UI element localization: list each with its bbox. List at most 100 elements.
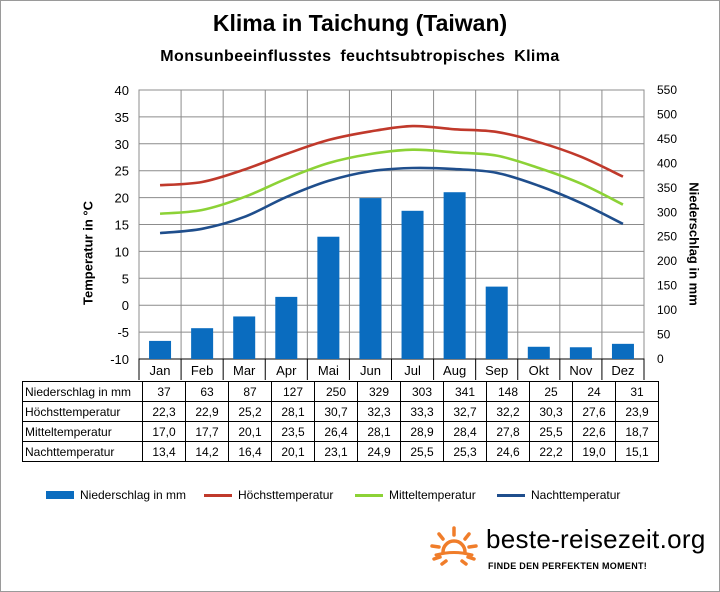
x-tick-label: Apr bbox=[276, 363, 297, 378]
y-tick-left: 25 bbox=[115, 164, 129, 179]
y-tick-left: 40 bbox=[115, 83, 129, 98]
table-cell: 25,3 bbox=[443, 441, 487, 462]
legend-swatch-night-temp bbox=[497, 493, 525, 497]
precip-bar bbox=[443, 192, 466, 359]
climate-chart: 4035302520151050-5-105505004504003503002… bbox=[110, 83, 677, 380]
table-cell: 23,1 bbox=[314, 441, 358, 462]
legend: Niederschlag in mm Höchsttemperatur Mitt… bbox=[0, 488, 720, 504]
legend-label-precipitation: Niederschlag in mm bbox=[80, 488, 187, 502]
precip-bar bbox=[485, 286, 508, 359]
table-row-header: Mitteltemperatur bbox=[22, 421, 143, 442]
table-cell: 341 bbox=[443, 381, 487, 402]
table-cell: 23,9 bbox=[615, 401, 659, 422]
x-tick-label: Mar bbox=[233, 363, 256, 378]
y-tick-left: 30 bbox=[115, 137, 129, 152]
y-tick-right: 350 bbox=[657, 181, 677, 195]
x-tick-label: Okt bbox=[529, 363, 550, 378]
y-tick-right: 200 bbox=[657, 254, 677, 268]
table-cell: 17,7 bbox=[185, 421, 229, 442]
x-tick-label: Jun bbox=[360, 363, 381, 378]
table-cell: 26,4 bbox=[314, 421, 358, 442]
legend-swatch-mean-temp bbox=[355, 493, 383, 497]
chart-subtitle: Monsunbeeinflusstes feuchtsubtropisches … bbox=[160, 48, 560, 65]
x-tick-label: Mai bbox=[318, 363, 339, 378]
x-tick-label: Jul bbox=[404, 363, 421, 378]
table-cell: 127 bbox=[271, 381, 315, 402]
table-cell: 22,3 bbox=[142, 401, 186, 422]
table-cell: 28,9 bbox=[400, 421, 444, 442]
night-temp-line bbox=[159, 166, 624, 235]
table-cell: 18,7 bbox=[615, 421, 659, 442]
table-cell: 22,9 bbox=[185, 401, 229, 422]
precip-bar bbox=[233, 316, 256, 359]
legend-swatch-max-temp bbox=[204, 493, 232, 497]
table-cell: 28,1 bbox=[357, 421, 401, 442]
legend-label-max-temp: Höchsttemperatur bbox=[238, 488, 334, 502]
y-tick-right: 300 bbox=[657, 205, 677, 219]
table-cell: 25,5 bbox=[400, 441, 444, 462]
y-tick-right: 550 bbox=[657, 83, 677, 97]
table-row-mean-temp: Mitteltemperatur 17,0 17,7 20,1 23,5 26,4 28,1… bbox=[22, 421, 659, 442]
y-tick-right: 150 bbox=[657, 279, 677, 293]
y-tick-left: 15 bbox=[115, 218, 129, 233]
legend-item-max-temp: Höchsttemperatur bbox=[204, 488, 333, 502]
x-tick-label: Aug bbox=[443, 363, 466, 378]
table-cell: 250 bbox=[314, 381, 358, 402]
y-tick-left: 0 bbox=[122, 298, 129, 313]
table-cell: 13,4 bbox=[142, 441, 186, 462]
table-cell: 28,1 bbox=[271, 401, 315, 422]
x-tick-label: Sep bbox=[485, 363, 508, 378]
mean-temp-line bbox=[159, 148, 624, 216]
y-tick-left: 35 bbox=[115, 110, 129, 125]
data-table: Niederschlag in mm 37 63 87 127 250 329 303 341 1… bbox=[22, 381, 659, 462]
table-cell: 25 bbox=[529, 381, 573, 402]
table-cell: 148 bbox=[486, 381, 530, 402]
table-cell: 14,2 bbox=[185, 441, 229, 462]
precip-bar bbox=[275, 296, 298, 359]
table-cell: 25,5 bbox=[529, 421, 573, 442]
legend-item-night-temp: Nachttemperatur bbox=[497, 488, 620, 502]
table-cell: 25,2 bbox=[228, 401, 272, 422]
x-tick-label: Nov bbox=[569, 363, 593, 378]
table-cell: 32,2 bbox=[486, 401, 530, 422]
table-cell: 24,9 bbox=[357, 441, 401, 462]
table-cell: 87 bbox=[228, 381, 272, 402]
max-temp-line bbox=[159, 124, 624, 187]
brand-tagline: FINDE DEN PERFEKTEN MOMENT! bbox=[488, 561, 648, 571]
table-cell: 22,6 bbox=[572, 421, 616, 442]
legend-label-night-temp: Nachttemperatur bbox=[531, 488, 621, 502]
table-cell: 30,3 bbox=[529, 401, 573, 422]
y-tick-left: -5 bbox=[117, 325, 129, 340]
table-row-precipitation: Niederschlag in mm 37 63 87 127 250 329 303 341 1… bbox=[22, 381, 659, 402]
sun-icon bbox=[430, 526, 478, 566]
table-cell: 27,8 bbox=[486, 421, 530, 442]
precip-bar bbox=[527, 346, 550, 359]
table-cell: 20,1 bbox=[271, 441, 315, 462]
y-tick-left: -10 bbox=[110, 352, 129, 367]
y-tick-right: 450 bbox=[657, 132, 677, 146]
y-tick-left: 20 bbox=[115, 191, 129, 206]
table-cell: 37 bbox=[142, 381, 186, 402]
y-tick-right: 50 bbox=[657, 328, 671, 342]
table-cell: 329 bbox=[357, 381, 401, 402]
table-cell: 32,7 bbox=[443, 401, 487, 422]
table-cell: 15,1 bbox=[615, 441, 659, 462]
table-cell: 30,7 bbox=[314, 401, 358, 422]
x-tick-label: Feb bbox=[191, 363, 213, 378]
brand-logo[interactable]: beste-reisezeit.org FINDE DEN PERFEKTEN … bbox=[430, 520, 720, 586]
table-cell: 17,0 bbox=[142, 421, 186, 442]
precip-bar bbox=[569, 347, 592, 359]
table-cell: 23,5 bbox=[271, 421, 315, 442]
table-row-max-temp: Höchsttemperatur 22,3 22,9 25,2 28,1 30,7 32,3… bbox=[22, 401, 659, 422]
table-cell: 20,1 bbox=[228, 421, 272, 442]
y-tick-right: 500 bbox=[657, 107, 677, 121]
table-cell: 16,4 bbox=[228, 441, 272, 462]
legend-label-mean-temp: Mitteltemperatur bbox=[389, 488, 476, 502]
table-cell: 19,0 bbox=[572, 441, 616, 462]
precip-bar bbox=[191, 328, 214, 359]
legend-swatch-precipitation bbox=[46, 491, 74, 499]
table-cell: 28,4 bbox=[443, 421, 487, 442]
legend-item-mean-temp: Mitteltemperatur bbox=[355, 488, 476, 502]
precip-bar bbox=[359, 198, 382, 359]
chart-title: Klima in Taichung (Taiwan) bbox=[212, 10, 508, 36]
